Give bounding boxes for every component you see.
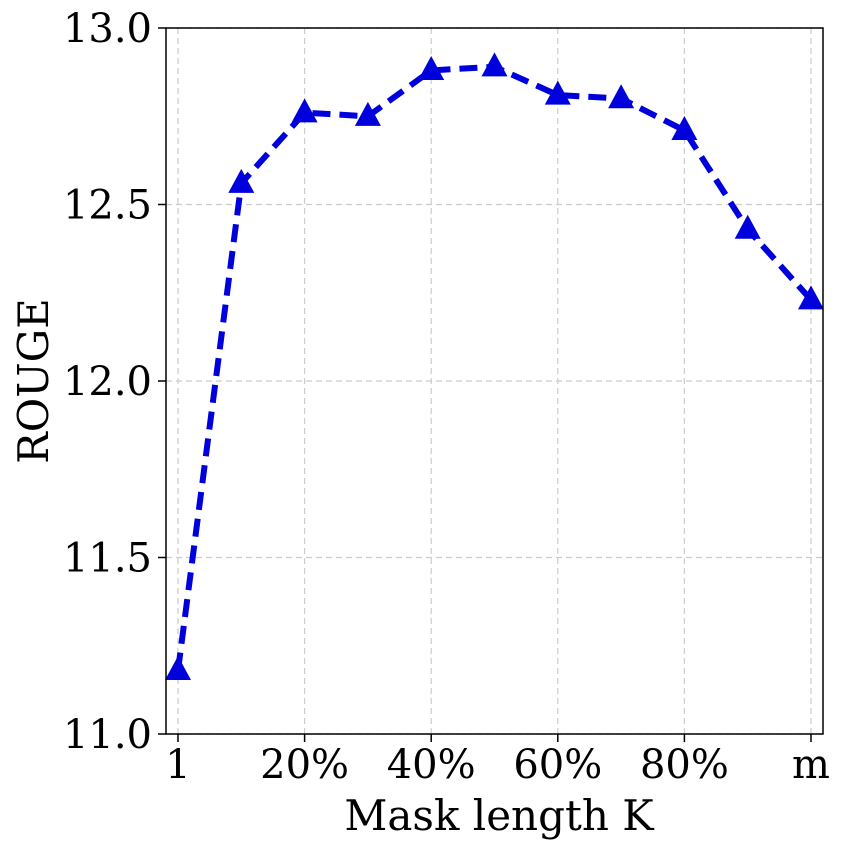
x-tick-label: m: [792, 742, 830, 788]
x-tick-label: 80%: [640, 742, 729, 788]
y-tick-label: 11.5: [63, 536, 152, 582]
data-point-marker: [291, 98, 318, 123]
y-tick-labels: 11.0 11.5 12.0 12.5 13.0: [63, 6, 152, 758]
axis-ticks: [158, 27, 812, 742]
y-tick-label: 12.0: [63, 359, 152, 405]
series-layer: [165, 52, 824, 681]
data-point-marker: [544, 80, 571, 105]
data-point-marker: [734, 214, 761, 239]
x-axis-label: Mask length K: [344, 791, 655, 840]
series-line: [175, 63, 814, 671]
y-tick-label: 11.0: [63, 712, 152, 758]
grid: [166, 27, 823, 735]
data-point-marker: [418, 55, 445, 80]
x-tick-label: 20%: [260, 742, 349, 788]
x-tick-label: 60%: [513, 742, 602, 788]
data-point-marker: [354, 101, 381, 126]
data-point-marker: [798, 285, 824, 310]
data-point-marker: [228, 168, 255, 193]
x-tick-label: 40%: [387, 742, 476, 788]
data-point-marker: [671, 115, 698, 140]
x-tick-label: 1: [165, 742, 190, 788]
y-tick-label: 12.5: [63, 183, 152, 229]
y-tick-label: 13.0: [63, 6, 152, 52]
data-point-marker: [481, 52, 508, 77]
y-axis-label: ROUGE: [9, 298, 58, 464]
data-point-marker: [165, 656, 191, 681]
plot-frame: [165, 27, 824, 735]
data-point-marker: [608, 84, 635, 109]
x-tick-labels: 1 20% 40% 60% 80% m: [165, 742, 830, 788]
